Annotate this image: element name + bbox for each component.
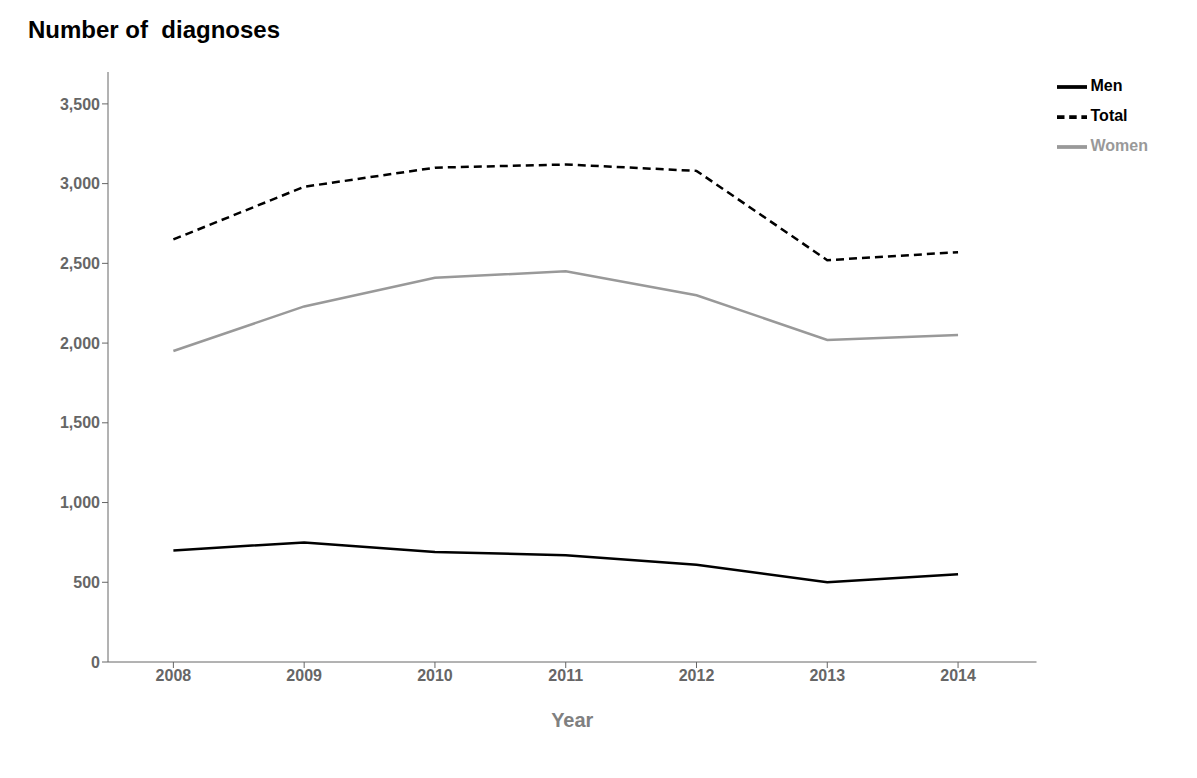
svg-text:2,500: 2,500	[60, 255, 100, 272]
html-text:Men: Men	[1090, 77, 1123, 95]
svg-text:2009: 2009	[286, 667, 322, 684]
html-text:Women: Women	[1090, 137, 1148, 155]
svg-text:3,500: 3,500	[60, 96, 100, 113]
svg-text:0: 0	[91, 654, 100, 671]
html-text:Number of diagnoses: Number of diagnoses	[28, 16, 280, 43]
svg-text:1,500: 1,500	[60, 414, 100, 431]
svg-text:3,000: 3,000	[60, 175, 100, 192]
svg-text:Year: Year	[551, 709, 593, 731]
svg-text:2013: 2013	[809, 667, 845, 684]
svg-text:2,000: 2,000	[60, 335, 100, 352]
svg-text:2014: 2014	[940, 667, 976, 684]
svg-text:2010: 2010	[417, 667, 453, 684]
svg-text:2012: 2012	[679, 667, 715, 684]
svg-text:1,000: 1,000	[60, 494, 100, 511]
svg-text:500: 500	[73, 574, 100, 591]
svg-text:2011: 2011	[548, 667, 583, 684]
svg-text:2008: 2008	[156, 667, 192, 684]
html-text:Total: Total	[1090, 107, 1128, 125]
